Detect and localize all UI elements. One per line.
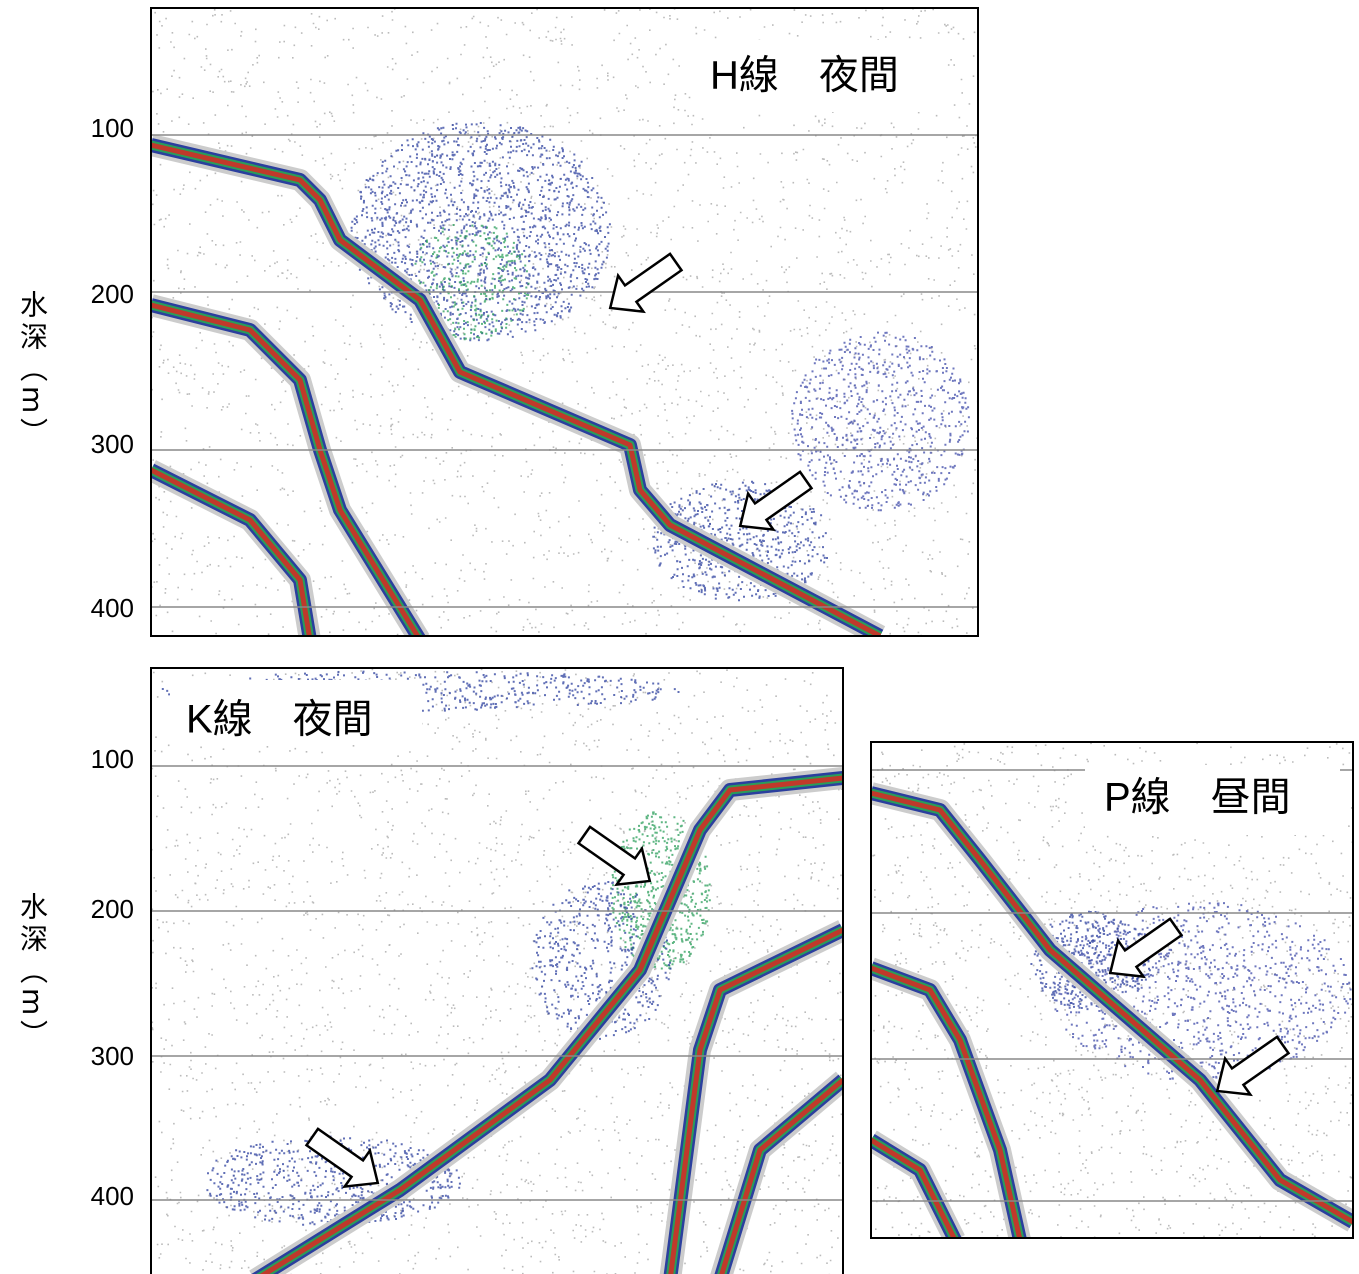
page: {"panels": [ {"label": "H線 夜間", "y_axis_… [0, 0, 1359, 1274]
y-tick-label: 200 [91, 894, 134, 924]
echo-cloud [791, 332, 970, 512]
arrow [300, 1119, 391, 1201]
y-axis-label: 水深（m） [12, 290, 52, 449]
arrow [728, 462, 819, 544]
y-tick-label: 100 [91, 744, 134, 774]
y-tick-label: 400 [91, 1181, 134, 1211]
y-tick-label: 400 [91, 593, 134, 623]
y-tick-label: 300 [91, 429, 134, 459]
panel-label: H線 夜間 [710, 54, 899, 98]
seabed-echo [151, 470, 310, 640]
echogram-k [151, 669, 845, 1274]
arrows [300, 244, 1296, 1201]
panel-label: P線 昼間 [1104, 776, 1291, 820]
y-tick-label: 100 [91, 113, 134, 143]
seabed-echo [720, 1080, 843, 1274]
y-axis-label: 水深（m） [12, 892, 52, 1051]
figure: H線 夜間 K線 夜間 P線 昼間 100 200 300 400 100 20… [0, 0, 1359, 1274]
panel-label: K線 夜間 [186, 698, 373, 742]
y-tick-label: 200 [91, 279, 134, 309]
echo-cloud [351, 122, 611, 341]
y-tick-label: 300 [91, 1041, 134, 1071]
arrow [598, 244, 689, 326]
